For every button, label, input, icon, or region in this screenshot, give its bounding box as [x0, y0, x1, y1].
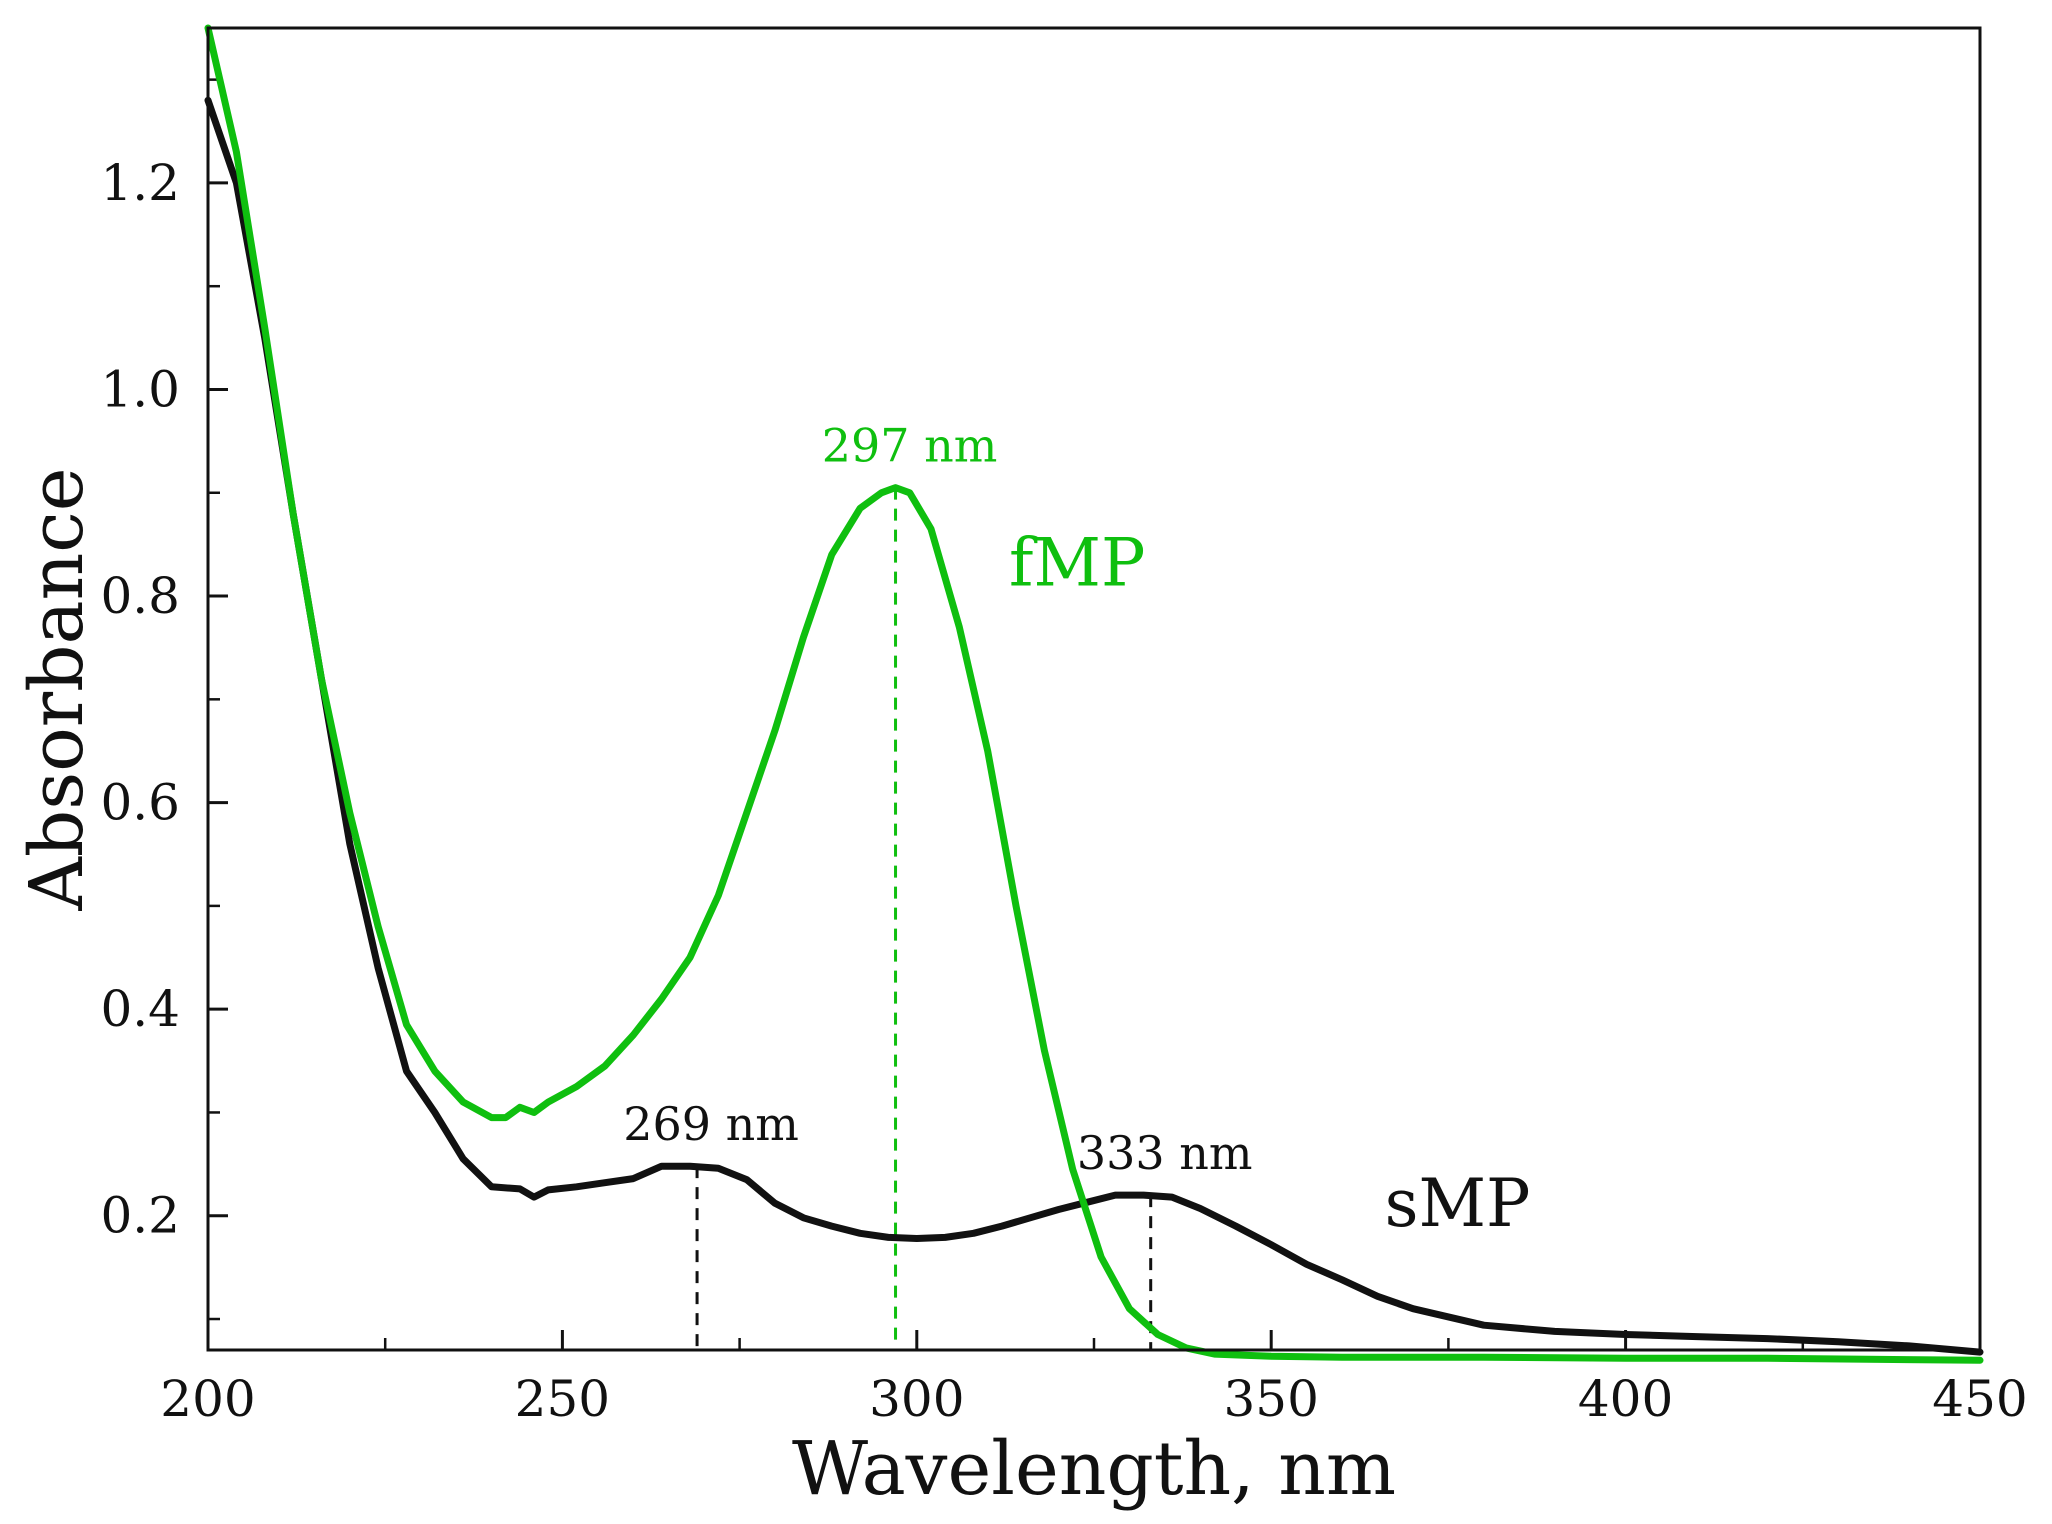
- y-tick-label: 0.6: [100, 774, 180, 832]
- series-line-sMP: [204, 96, 1984, 1356]
- peak-label-297: 297 nm: [822, 419, 998, 473]
- y-axis-title: Absorbance: [14, 467, 100, 911]
- x-tick-label: 400: [1578, 1370, 1673, 1428]
- x-axis-title: Wavelength, nm: [792, 1426, 1396, 1512]
- minor-ticks: [208, 78, 1805, 1350]
- x-tick-label: 350: [1223, 1370, 1318, 1428]
- y-tick-label: 0.8: [100, 567, 180, 625]
- x-tick-labels: 200 250 300 350 400 450: [160, 1370, 2027, 1428]
- x-tick-label: 200: [160, 1370, 255, 1428]
- x-tick-label: 250: [515, 1370, 610, 1428]
- peak-label-269: 269 nm: [623, 1097, 799, 1151]
- x-tick-label: 300: [869, 1370, 964, 1428]
- y-tick-labels: 0.2 0.4 0.6 0.8 1.0 1.2: [100, 154, 180, 1245]
- peak-label-333: 333 nm: [1077, 1126, 1253, 1180]
- series-line-fMP: [204, 24, 1984, 1364]
- y-tick-label: 1.0: [100, 360, 180, 418]
- plot-frame: [206, 26, 1982, 1352]
- series-labels: fMP sMP: [1009, 525, 1531, 1242]
- series-lines: [204, 24, 1984, 1364]
- y-tick-label: 0.2: [100, 1187, 180, 1245]
- y-tick-label: 1.2: [100, 154, 180, 212]
- y-tick-label: 0.4: [100, 980, 180, 1038]
- peak-labels: 269 nm 297 nm 333 nm: [623, 419, 1252, 1180]
- x-tick-label: 450: [1932, 1370, 2027, 1428]
- series-label-fMP: fMP: [1009, 525, 1145, 602]
- series-label-sMP: sMP: [1385, 1165, 1531, 1242]
